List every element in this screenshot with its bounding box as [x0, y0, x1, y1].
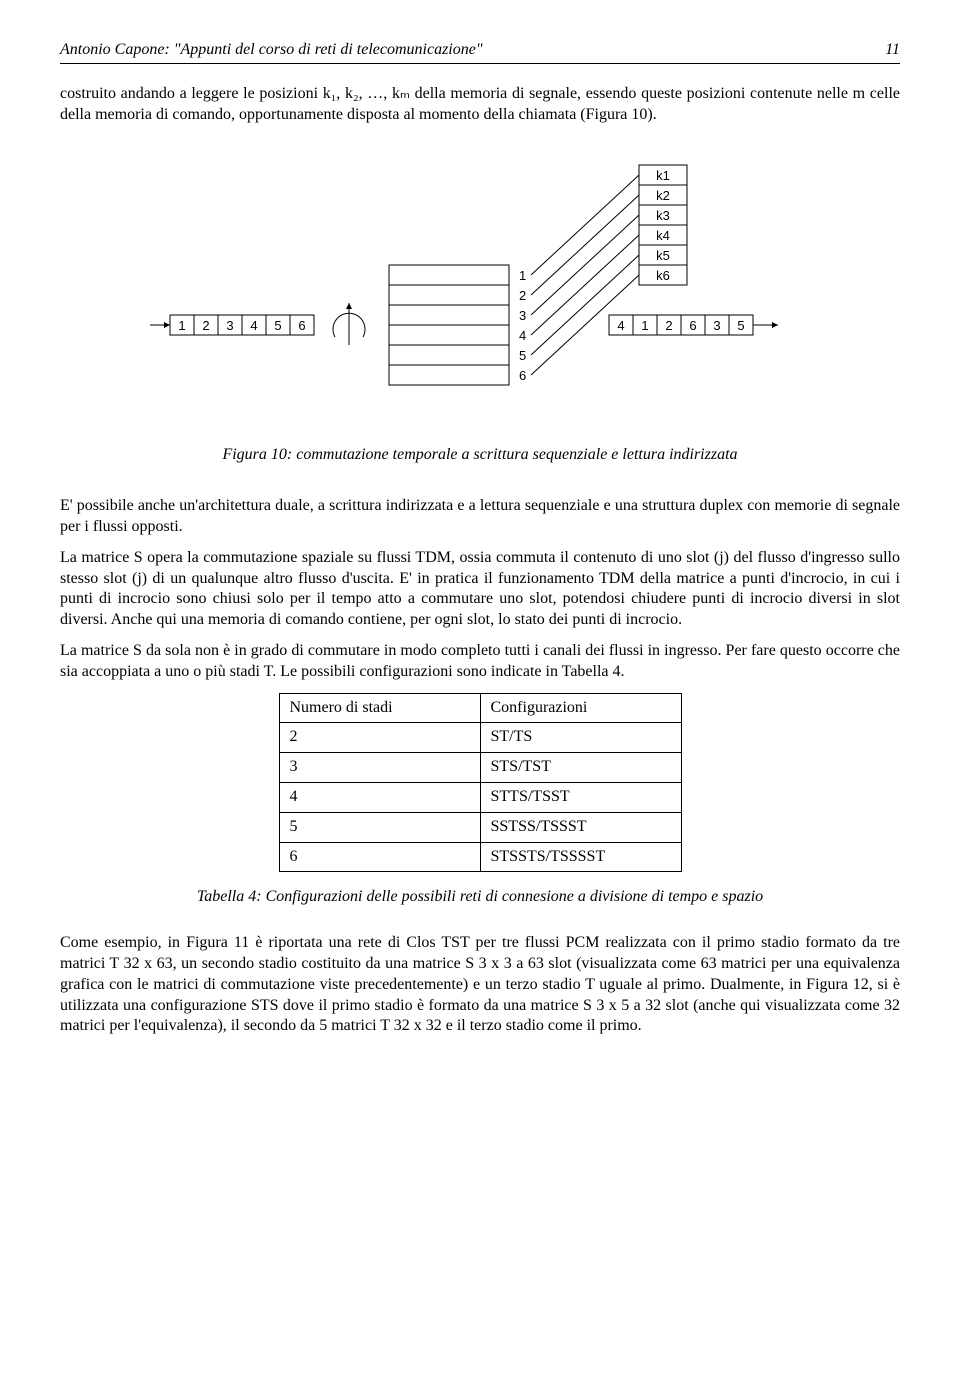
svg-text:3: 3	[519, 308, 526, 323]
svg-text:6: 6	[298, 318, 305, 333]
svg-text:4: 4	[617, 318, 624, 333]
table-cell: STSSTS/TSSSST	[480, 842, 681, 872]
table-cell: SSTSS/TSSST	[480, 812, 681, 842]
paragraph-1: costruito andando a leggere le posizioni…	[60, 84, 900, 126]
figure-10-caption: Figura 10: commutazione temporale a scri…	[60, 445, 900, 466]
page-header: Antonio Capone: "Appunti del corso di re…	[60, 40, 900, 64]
figure-10-diagram: 1 2 3 4 5 6 1 2 3 4 5 6 k1 k2 k3 k4 k5 k6 4 1 2 6 3 5	[130, 155, 830, 415]
table-cell: STS/TST	[480, 753, 681, 783]
svg-text:k3: k3	[656, 208, 670, 223]
paragraph-3: La matrice S opera la commutazione spazi…	[60, 548, 900, 631]
table-header-col2: Configurazioni	[480, 693, 681, 723]
table-cell: 3	[279, 753, 480, 783]
table-cell: ST/TS	[480, 723, 681, 753]
table-cell: 2	[279, 723, 480, 753]
table-4: Numero di stadi Configurazioni 2ST/TS 3S…	[279, 693, 682, 873]
svg-text:1: 1	[519, 268, 526, 283]
svg-text:k5: k5	[656, 248, 670, 263]
svg-text:1: 1	[641, 318, 648, 333]
svg-text:4: 4	[519, 328, 526, 343]
svg-text:5: 5	[519, 348, 526, 363]
svg-text:4: 4	[250, 318, 257, 333]
svg-text:5: 5	[274, 318, 281, 333]
svg-text:k6: k6	[656, 268, 670, 283]
svg-text:k1: k1	[656, 168, 670, 183]
paragraph-4: La matrice S da sola non è in grado di c…	[60, 641, 900, 683]
svg-text:6: 6	[689, 318, 696, 333]
svg-text:k2: k2	[656, 188, 670, 203]
svg-text:2: 2	[202, 318, 209, 333]
svg-text:3: 3	[226, 318, 233, 333]
svg-text:2: 2	[665, 318, 672, 333]
table-cell: STTS/TSST	[480, 782, 681, 812]
table-4-caption: Tabella 4: Configurazioni delle possibil…	[60, 887, 900, 908]
svg-text:6: 6	[519, 368, 526, 383]
paragraph-5: Come esempio, in Figura 11 è riportata u…	[60, 933, 900, 1037]
header-title: Antonio Capone: "Appunti del corso di re…	[60, 40, 483, 61]
table-cell: 5	[279, 812, 480, 842]
header-page-number: 11	[885, 40, 900, 61]
paragraph-2: E' possibile anche un'architettura duale…	[60, 496, 900, 538]
svg-text:3: 3	[713, 318, 720, 333]
table-cell: 4	[279, 782, 480, 812]
table-header-col1: Numero di stadi	[279, 693, 480, 723]
svg-text:k4: k4	[656, 228, 670, 243]
svg-text:2: 2	[519, 288, 526, 303]
svg-text:5: 5	[737, 318, 744, 333]
table-cell: 6	[279, 842, 480, 872]
svg-text:1: 1	[178, 318, 185, 333]
